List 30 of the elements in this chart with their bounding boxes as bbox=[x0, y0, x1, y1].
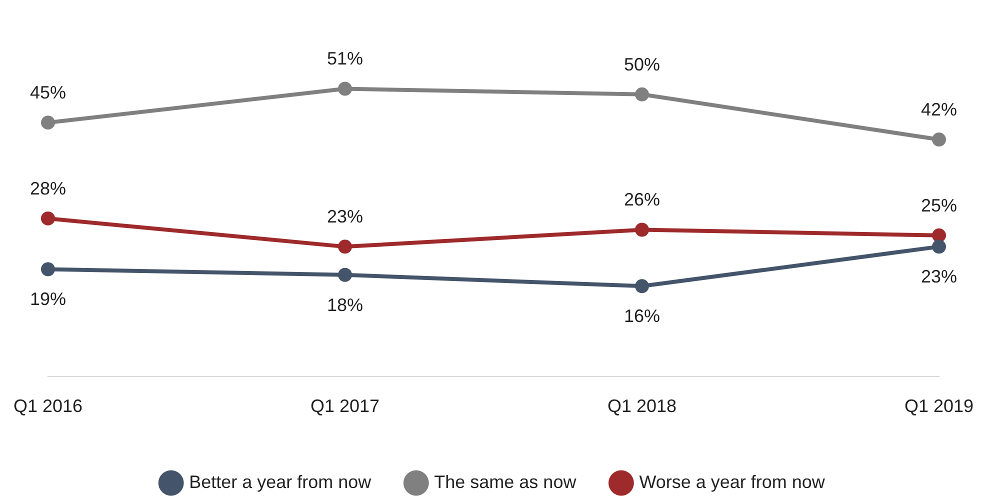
data-label: 25% bbox=[920, 195, 958, 216]
data-label: 28% bbox=[30, 178, 66, 198]
legend-label: The same as now bbox=[434, 472, 578, 492]
x-tick-label: Q1 2018 bbox=[607, 396, 677, 416]
point bbox=[932, 240, 946, 254]
data-label: 42% bbox=[920, 99, 958, 120]
data-label: 50% bbox=[624, 54, 660, 74]
data-label: 16% bbox=[624, 306, 660, 326]
point bbox=[338, 240, 352, 254]
legend-label: Worse a year from now bbox=[639, 472, 826, 492]
point bbox=[41, 116, 55, 130]
data-label: 26% bbox=[624, 190, 660, 210]
data-label: 18% bbox=[326, 294, 364, 315]
point bbox=[635, 222, 649, 237]
point bbox=[635, 87, 649, 102]
data-label: 23% bbox=[326, 206, 364, 227]
data-label: 19% bbox=[30, 289, 66, 310]
point bbox=[635, 279, 649, 294]
x-tick-label: Q1 2016 bbox=[13, 396, 83, 416]
point bbox=[338, 82, 352, 96]
legend-label: Better a year from now bbox=[189, 472, 372, 492]
point bbox=[338, 268, 352, 282]
point bbox=[41, 211, 55, 226]
x-tick-label: Q1 2019 bbox=[904, 396, 974, 416]
data-label: 23% bbox=[920, 266, 958, 287]
x-tick-label: Q1 2017 bbox=[310, 396, 380, 416]
data-label: 51% bbox=[326, 48, 364, 69]
data-label: 45% bbox=[30, 82, 66, 103]
point bbox=[41, 262, 55, 276]
point bbox=[932, 132, 946, 147]
